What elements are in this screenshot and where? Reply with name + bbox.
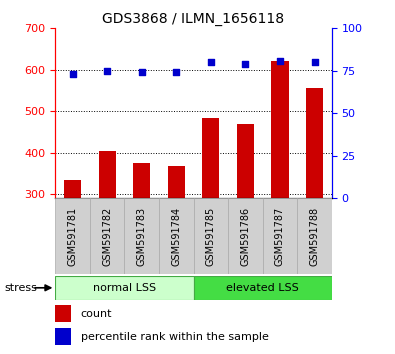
Bar [90, 198, 124, 274]
Bar [55, 198, 90, 274]
Bar [194, 276, 332, 300]
Text: GSM591781: GSM591781 [68, 207, 77, 266]
Text: percentile rank within the sample: percentile rank within the sample [81, 332, 269, 342]
Bar [228, 198, 263, 274]
Text: elevated LSS: elevated LSS [226, 283, 299, 293]
Bar [159, 198, 194, 274]
Bar [297, 198, 332, 274]
Point [311, 59, 318, 65]
Text: count: count [81, 309, 112, 319]
Bar [124, 198, 159, 274]
Text: stress: stress [4, 283, 37, 293]
Bar [64, 179, 81, 198]
Point [277, 58, 283, 63]
Point [242, 61, 248, 67]
Bar [133, 163, 150, 198]
Bar [237, 125, 254, 198]
Text: normal LSS: normal LSS [93, 283, 156, 293]
Bar [55, 328, 71, 346]
Bar [167, 166, 185, 198]
Text: GSM591788: GSM591788 [310, 207, 320, 266]
Bar [263, 198, 297, 274]
Point [208, 59, 214, 65]
Point [70, 72, 76, 77]
Text: GSM591783: GSM591783 [137, 207, 147, 266]
Text: GSM591784: GSM591784 [171, 207, 181, 266]
Bar [55, 305, 71, 322]
Bar [194, 198, 228, 274]
Point [173, 70, 179, 75]
Point [104, 68, 110, 74]
Text: GSM591785: GSM591785 [206, 207, 216, 266]
Text: GSM591782: GSM591782 [102, 207, 112, 266]
Bar [55, 276, 194, 300]
Bar [98, 150, 116, 198]
Bar [202, 118, 220, 198]
Text: GSM591786: GSM591786 [241, 207, 250, 266]
Text: GSM591787: GSM591787 [275, 207, 285, 266]
Title: GDS3868 / ILMN_1656118: GDS3868 / ILMN_1656118 [102, 12, 285, 26]
Point [139, 70, 145, 75]
Bar [306, 87, 323, 198]
Bar [271, 61, 289, 198]
